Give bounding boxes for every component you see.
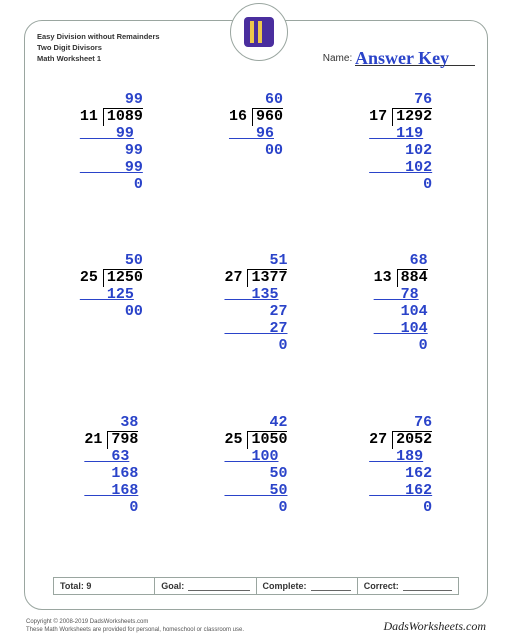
problem-grid: 99 11 1089 99 99 99 0 60 16 960 96 00 76…: [39, 85, 473, 569]
division-problem: 50 25 1250 125 00: [39, 246, 184, 407]
footer-correct: Correct:: [358, 578, 458, 594]
division-problem: 60 16 960 96 00: [184, 85, 329, 246]
division-problem: 68 13 884 78 104 104 0: [328, 246, 473, 407]
division-problem: 42 25 1050 100 50 50 0: [184, 408, 329, 569]
answer-key-text: Answer Key: [355, 48, 449, 68]
copyright-text: Copyright © 2008-2019 DadsWorksheets.com…: [26, 618, 244, 634]
division-problem: 76 17 1292 119 102 102 0: [328, 85, 473, 246]
name-label: Name:: [323, 53, 352, 64]
name-line: Answer Key: [355, 44, 475, 66]
logo-badge: [230, 3, 288, 61]
name-field: Name: Answer Key: [323, 45, 475, 67]
site-logo-text: DadsWorksheets.com: [383, 619, 486, 634]
title-line-3: Math Worksheet 1: [37, 53, 160, 64]
footer-complete: Complete:: [257, 578, 358, 594]
logo-icon: [244, 17, 274, 47]
footer-bar: Total: 9 Goal: Complete: Correct:: [53, 577, 459, 595]
division-problem: 38 21 798 63 168 168 0: [39, 408, 184, 569]
footer-goal: Goal:: [155, 578, 256, 594]
division-problem: 76 27 2052 189 162 162 0: [328, 408, 473, 569]
division-problem: 99 11 1089 99 99 99 0: [39, 85, 184, 246]
division-problem: 51 27 1377 135 27 27 0: [184, 246, 329, 407]
footer-total: Total: 9: [54, 578, 155, 594]
worksheet-title-block: Easy Division without Remainders Two Dig…: [37, 31, 160, 64]
title-line-2: Two Digit Divisors: [37, 42, 160, 53]
worksheet-page: Easy Division without Remainders Two Dig…: [24, 20, 488, 610]
title-line-1: Easy Division without Remainders: [37, 31, 160, 42]
